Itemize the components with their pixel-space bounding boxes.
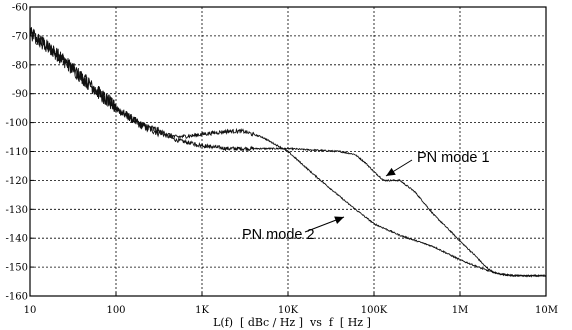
y-tick-label: -90 [12, 89, 28, 100]
y-tick-label: -130 [6, 205, 28, 216]
annotation-label: PN mode 1 [417, 150, 490, 166]
x-tick-label: 1M [452, 305, 469, 316]
x-tick-label: 100K [361, 305, 388, 316]
series-group [29, 27, 547, 278]
annotation-label: PN mode 2 [242, 227, 315, 243]
y-tick-label: -60 [12, 3, 28, 14]
y-tick-label: -160 [6, 292, 28, 303]
tick-labels: -60 -70 -80 -90 -100 -110 -120 -130 -140 -150 -160… [6, 3, 558, 317]
y-tick-label: -140 [6, 234, 28, 245]
series-line-mode-2 [29, 27, 547, 278]
series-line-mode-1 [29, 27, 547, 278]
x-tick-label: 1K [195, 305, 209, 316]
y-tick-label: -80 [12, 60, 28, 71]
x-tick-label: 10K [278, 305, 299, 316]
x-axis-label: L(f) [ dBc / Hz ] vs f [ Hz ] [213, 316, 371, 329]
x-tick-label: 10M [535, 305, 558, 316]
axes [29, 6, 547, 297]
y-tick-label: -110 [6, 147, 28, 158]
y-tick-label: -120 [6, 176, 28, 187]
y-tick-label: -70 [12, 31, 28, 42]
annotation-arrowhead [334, 216, 344, 224]
x-tick-label: 100 [106, 305, 125, 316]
annotations: PN mode 1 PN mode 2 [242, 150, 490, 243]
y-tick-label: -150 [6, 263, 28, 274]
x-tick-label: 10 [24, 305, 37, 316]
annotation-arrowhead [386, 167, 396, 176]
y-tick-label: -100 [6, 118, 28, 129]
